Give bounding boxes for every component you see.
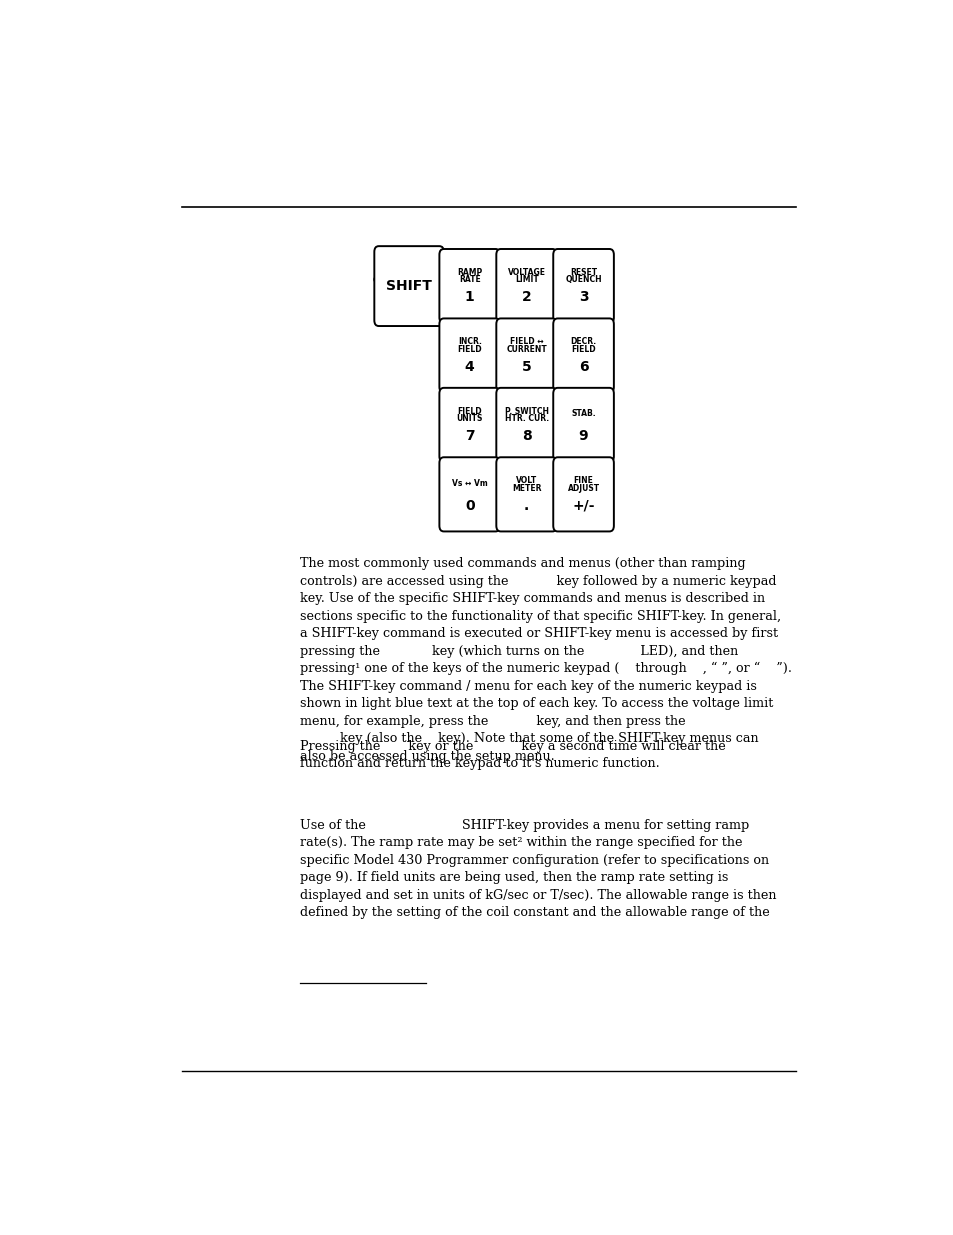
- Text: VOLT: VOLT: [516, 475, 537, 485]
- FancyBboxPatch shape: [439, 319, 499, 393]
- FancyBboxPatch shape: [439, 388, 499, 462]
- Text: VOLTAGE: VOLTAGE: [507, 268, 545, 277]
- Text: 5: 5: [521, 359, 531, 374]
- Text: SHIFT: SHIFT: [386, 279, 432, 293]
- Text: Use of the                        SHIFT-key provides a menu for setting ramp
rat: Use of the SHIFT-key provides a menu for…: [300, 819, 776, 919]
- Text: INCR.: INCR.: [457, 337, 481, 346]
- FancyBboxPatch shape: [374, 246, 443, 326]
- Text: DECR.: DECR.: [570, 337, 596, 346]
- Text: 4: 4: [464, 359, 474, 374]
- Text: 3: 3: [578, 290, 588, 304]
- Text: FIELD: FIELD: [456, 345, 481, 353]
- Text: 2: 2: [521, 290, 531, 304]
- FancyBboxPatch shape: [439, 249, 499, 324]
- FancyBboxPatch shape: [553, 319, 613, 393]
- Text: .: .: [523, 499, 529, 513]
- FancyBboxPatch shape: [496, 319, 557, 393]
- Text: 8: 8: [521, 430, 531, 443]
- Text: LIMIT: LIMIT: [515, 275, 537, 284]
- Text: RATE: RATE: [458, 275, 480, 284]
- Text: FINE: FINE: [573, 475, 593, 485]
- FancyBboxPatch shape: [439, 457, 499, 531]
- Text: 9: 9: [578, 430, 588, 443]
- Text: Vs ↔ Vm: Vs ↔ Vm: [452, 478, 487, 488]
- Text: FIELD: FIELD: [456, 406, 481, 416]
- FancyBboxPatch shape: [553, 457, 613, 531]
- Text: STAB.: STAB.: [571, 409, 596, 419]
- Text: RAMP: RAMP: [456, 268, 482, 277]
- Text: CURRENT: CURRENT: [506, 345, 546, 353]
- Text: FIELD ↔: FIELD ↔: [509, 337, 543, 346]
- Text: UNITS: UNITS: [456, 414, 482, 424]
- Text: QUENCH: QUENCH: [565, 275, 601, 284]
- Text: HTR. CUR.: HTR. CUR.: [504, 414, 548, 424]
- Text: 0: 0: [464, 499, 474, 513]
- Text: FIELD: FIELD: [571, 345, 596, 353]
- FancyBboxPatch shape: [496, 457, 557, 531]
- Text: +/-: +/-: [572, 499, 594, 513]
- Text: 7: 7: [464, 430, 474, 443]
- Text: 1: 1: [464, 290, 474, 304]
- FancyBboxPatch shape: [553, 388, 613, 462]
- Text: RESET: RESET: [569, 268, 597, 277]
- Text: ADJUST: ADJUST: [567, 484, 599, 493]
- Text: P. SWITCH: P. SWITCH: [504, 406, 548, 416]
- Text: 6: 6: [578, 359, 588, 374]
- FancyBboxPatch shape: [496, 388, 557, 462]
- Text: Pressing the       key or the            key a second time will clear the
functi: Pressing the key or the key a second tim…: [300, 740, 725, 771]
- FancyBboxPatch shape: [496, 249, 557, 324]
- Text: The most commonly used commands and menus (other than ramping
controls) are acce: The most commonly used commands and menu…: [300, 557, 792, 763]
- FancyBboxPatch shape: [553, 249, 613, 324]
- Text: METER: METER: [512, 484, 540, 493]
